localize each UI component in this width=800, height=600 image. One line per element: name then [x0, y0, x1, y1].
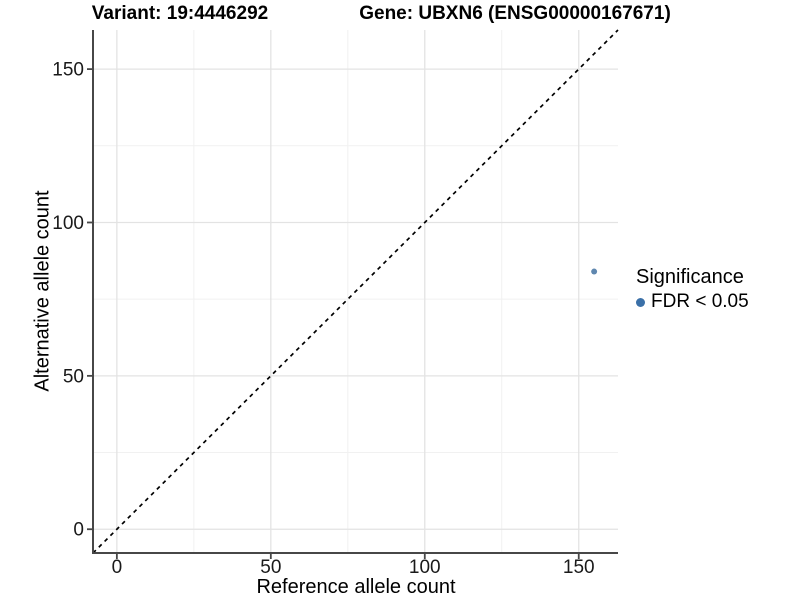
x-tick-label: 100: [409, 557, 441, 578]
legend-title: Significance: [636, 266, 744, 288]
x-tick-label: 150: [563, 557, 595, 578]
y-tick-label: 0: [73, 520, 84, 541]
legend: Significance FDR < 0.05: [636, 266, 749, 313]
x-tick-label: 0: [112, 557, 123, 578]
y-axis-title: Alternative allele count: [31, 190, 54, 392]
y-tick-label: 100: [52, 213, 84, 234]
data-point: [591, 268, 598, 275]
legend-point-icon: [636, 297, 645, 307]
y-tick-label: 150: [52, 60, 84, 81]
gene-title: Gene: UBXN6 (ENSG00000167671): [359, 3, 671, 24]
variant-title: Variant: 19:4446292: [91, 3, 269, 24]
legend-item-fdr: FDR < 0.05: [636, 291, 749, 313]
legend-item-label: FDR < 0.05: [651, 291, 749, 312]
x-tick-label: 50: [260, 557, 281, 578]
x-axis-title: Reference allele count: [256, 576, 456, 598]
y-tick-label: 50: [63, 366, 84, 387]
identity-line: [92, 29, 619, 554]
